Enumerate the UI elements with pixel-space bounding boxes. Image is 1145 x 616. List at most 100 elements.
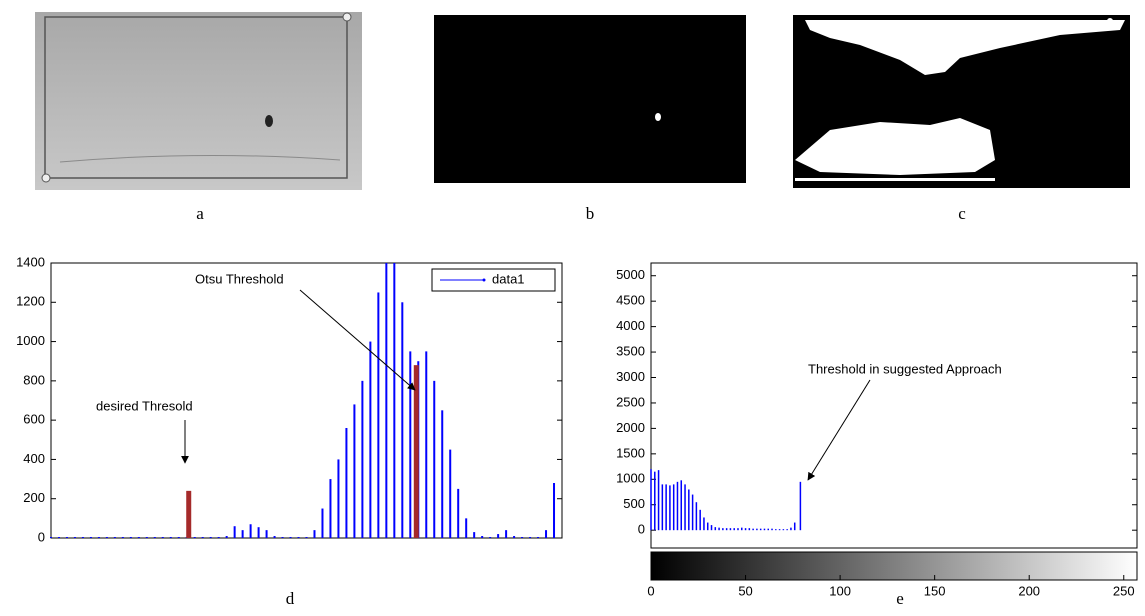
y-tick-label: 1000 (16, 333, 45, 348)
bar (385, 263, 388, 538)
bar (521, 537, 524, 538)
y-tick-label: 500 (623, 496, 645, 511)
bar (725, 528, 728, 531)
bar (329, 479, 332, 538)
bar (241, 530, 244, 538)
bar (305, 537, 308, 538)
bar (763, 528, 766, 531)
bar (714, 527, 717, 531)
y-tick-label: 5000 (616, 267, 645, 282)
bar (665, 484, 667, 531)
y-tick-label: 200 (23, 490, 45, 505)
x-tick-label: 200 (1018, 583, 1040, 598)
bar (680, 480, 683, 531)
image-c (793, 15, 1130, 188)
panel-label: a (196, 204, 204, 223)
bar (273, 536, 276, 538)
bar (718, 527, 720, 531)
bar (345, 428, 348, 538)
panel-label: b (586, 204, 595, 223)
bar (105, 537, 108, 538)
panel-label: d (286, 589, 295, 608)
bar (553, 483, 556, 538)
bar (337, 459, 340, 538)
annotation: desired Thresold (96, 398, 193, 413)
x-tick-label: 250 (1113, 583, 1135, 598)
bar (186, 490, 192, 538)
y-tick-label: 1200 (16, 294, 45, 309)
bar (393, 263, 396, 538)
bar (201, 537, 204, 538)
x-tick-label: 100 (829, 583, 851, 598)
bar (281, 537, 284, 538)
bar (57, 537, 60, 538)
bar (449, 449, 452, 538)
bar (669, 485, 671, 531)
x-tick-label: 50 (738, 583, 752, 598)
y-tick-label: 1500 (616, 445, 645, 460)
y-tick-label: 400 (23, 451, 45, 466)
bar (65, 537, 68, 538)
image-b (434, 15, 746, 183)
y-tick-label: 0 (638, 522, 645, 537)
y-tick-label: 2000 (616, 420, 645, 435)
bar (97, 537, 100, 538)
bar (790, 527, 792, 531)
bar (217, 537, 220, 538)
x-tick-label: 150 (924, 583, 946, 598)
bar (377, 292, 380, 538)
panel-label: c (958, 204, 966, 223)
bar (153, 537, 156, 538)
bar (89, 537, 92, 538)
bar (699, 509, 701, 531)
bar (257, 527, 260, 538)
bar (145, 537, 148, 538)
y-tick-label: 2500 (616, 394, 645, 409)
bar (672, 484, 675, 531)
bar (778, 529, 781, 531)
bar (752, 528, 754, 531)
bar (489, 537, 492, 538)
bar (193, 537, 196, 538)
bar (654, 471, 656, 531)
bar (401, 302, 404, 538)
bar (513, 536, 516, 538)
bar (81, 537, 84, 538)
bar (313, 530, 316, 538)
bar (505, 530, 508, 538)
bar (249, 524, 252, 538)
bar (650, 469, 652, 531)
bar (73, 537, 76, 538)
annotation-arrow (299, 289, 416, 391)
annotation: Threshold in suggested Approach (808, 361, 1002, 376)
image-a (35, 12, 362, 190)
bar (289, 537, 292, 538)
bar (748, 528, 751, 531)
bar (756, 528, 758, 531)
bar (369, 341, 372, 538)
bar (209, 537, 212, 538)
bar (321, 508, 324, 538)
bar (465, 518, 468, 538)
bar (786, 529, 788, 531)
bar (481, 536, 484, 538)
bar (741, 527, 743, 531)
y-tick-label: 1000 (616, 471, 645, 486)
bar (297, 537, 300, 538)
bar (729, 528, 732, 531)
bar (473, 532, 476, 538)
bar (676, 481, 679, 531)
bar (121, 537, 124, 538)
bar (537, 537, 540, 538)
bar (657, 470, 660, 531)
y-tick-label: 800 (23, 372, 45, 387)
annotation: Otsu Threshold (195, 271, 284, 286)
bar (113, 537, 116, 538)
bar (695, 502, 698, 531)
bar (733, 528, 735, 531)
bar (161, 537, 164, 538)
bar (433, 380, 436, 538)
bar (767, 528, 769, 531)
bar (233, 526, 236, 538)
